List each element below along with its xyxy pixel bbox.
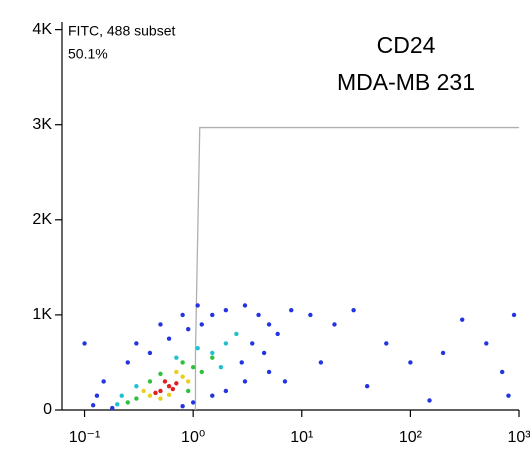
event-dot xyxy=(351,307,356,313)
event-dot xyxy=(364,384,370,389)
event-dot xyxy=(110,405,115,411)
event-dot xyxy=(195,303,200,308)
event-dot xyxy=(180,403,185,409)
x-tick-label: 10² xyxy=(399,429,423,446)
event-dot xyxy=(180,360,185,365)
y-tick-label: 4K xyxy=(32,21,52,38)
event-dot xyxy=(190,400,196,405)
marker-label: CD24 xyxy=(377,32,436,58)
event-dot xyxy=(101,379,106,384)
event-dot xyxy=(180,312,185,318)
event-dot xyxy=(484,341,489,346)
event-dot xyxy=(94,393,100,398)
event-dot xyxy=(242,379,248,384)
event-dot xyxy=(210,312,215,318)
y-tick-label: 3K xyxy=(32,116,52,133)
event-dot xyxy=(460,317,465,322)
event-dot xyxy=(218,365,224,370)
event-dot xyxy=(282,379,288,384)
event-dot xyxy=(427,398,432,403)
x-tick-label: 10¹ xyxy=(290,429,313,446)
event-dot xyxy=(158,322,163,327)
event-dot xyxy=(82,341,87,346)
event-dot xyxy=(125,360,130,365)
event-dot xyxy=(318,360,324,365)
y-tick-label: 1K xyxy=(32,306,52,323)
event-dot xyxy=(162,379,168,384)
event-dot xyxy=(408,360,413,365)
event-dot xyxy=(141,388,146,394)
event-dot xyxy=(174,381,179,386)
event-dot xyxy=(185,326,191,332)
event-dot xyxy=(223,307,229,313)
event-dot xyxy=(185,379,191,384)
event-dot xyxy=(134,396,139,401)
event-dot xyxy=(119,393,124,398)
event-dot xyxy=(147,379,153,384)
event-dot xyxy=(190,365,196,370)
event-dot xyxy=(134,384,139,389)
event-dot xyxy=(256,312,261,318)
event-dot xyxy=(506,393,511,398)
event-dot xyxy=(242,303,248,308)
event-dot xyxy=(266,322,272,327)
event-dot xyxy=(185,388,191,394)
event-dot xyxy=(180,374,185,379)
gate xyxy=(194,126,519,410)
gate-percent: 50.1% xyxy=(68,46,108,62)
event-dot xyxy=(115,402,120,407)
event-dot xyxy=(147,350,153,356)
event-dot xyxy=(153,390,158,396)
event-dot xyxy=(210,350,215,356)
event-dot xyxy=(332,322,337,327)
event-dot xyxy=(199,322,204,327)
event-dot xyxy=(174,355,179,360)
event-dot xyxy=(499,369,505,375)
event-dot xyxy=(511,312,517,318)
event-dot xyxy=(195,345,200,351)
event-dot xyxy=(166,384,172,389)
event-dot xyxy=(234,331,239,337)
event-dot xyxy=(250,341,255,346)
event-dot xyxy=(170,386,176,392)
event-dot xyxy=(440,350,446,356)
x-tick-label: 10³ xyxy=(507,429,530,446)
event-dot xyxy=(275,331,280,337)
event-dot xyxy=(308,312,313,318)
cell-line-label: MDA-MB 231 xyxy=(337,69,475,95)
event-dot xyxy=(125,400,130,405)
event-dot xyxy=(261,350,267,356)
event-dot xyxy=(166,336,172,341)
event-dot xyxy=(384,341,389,346)
event-dot xyxy=(289,307,294,313)
event-dot xyxy=(158,396,163,401)
event-dot xyxy=(147,393,153,398)
event-dot xyxy=(199,369,204,375)
x-tick-label: 10⁻¹ xyxy=(69,429,101,446)
event-dot xyxy=(223,341,229,346)
event-dot xyxy=(210,355,215,360)
event-dot xyxy=(166,392,172,397)
event-dot xyxy=(210,393,215,398)
event-dot xyxy=(158,371,163,377)
event-dot xyxy=(223,388,229,394)
x-tick-label: 10⁰ xyxy=(181,429,205,446)
event-dot xyxy=(90,403,96,408)
event-dot xyxy=(158,388,163,394)
event-dot xyxy=(266,369,272,375)
y-tick-label: 2K xyxy=(32,211,52,228)
event-dot xyxy=(239,360,244,365)
event-dot xyxy=(134,341,139,346)
event-dot xyxy=(174,369,179,375)
gate-name: FITC, 488 subset xyxy=(68,23,175,39)
y-tick-label: 0 xyxy=(43,401,52,418)
